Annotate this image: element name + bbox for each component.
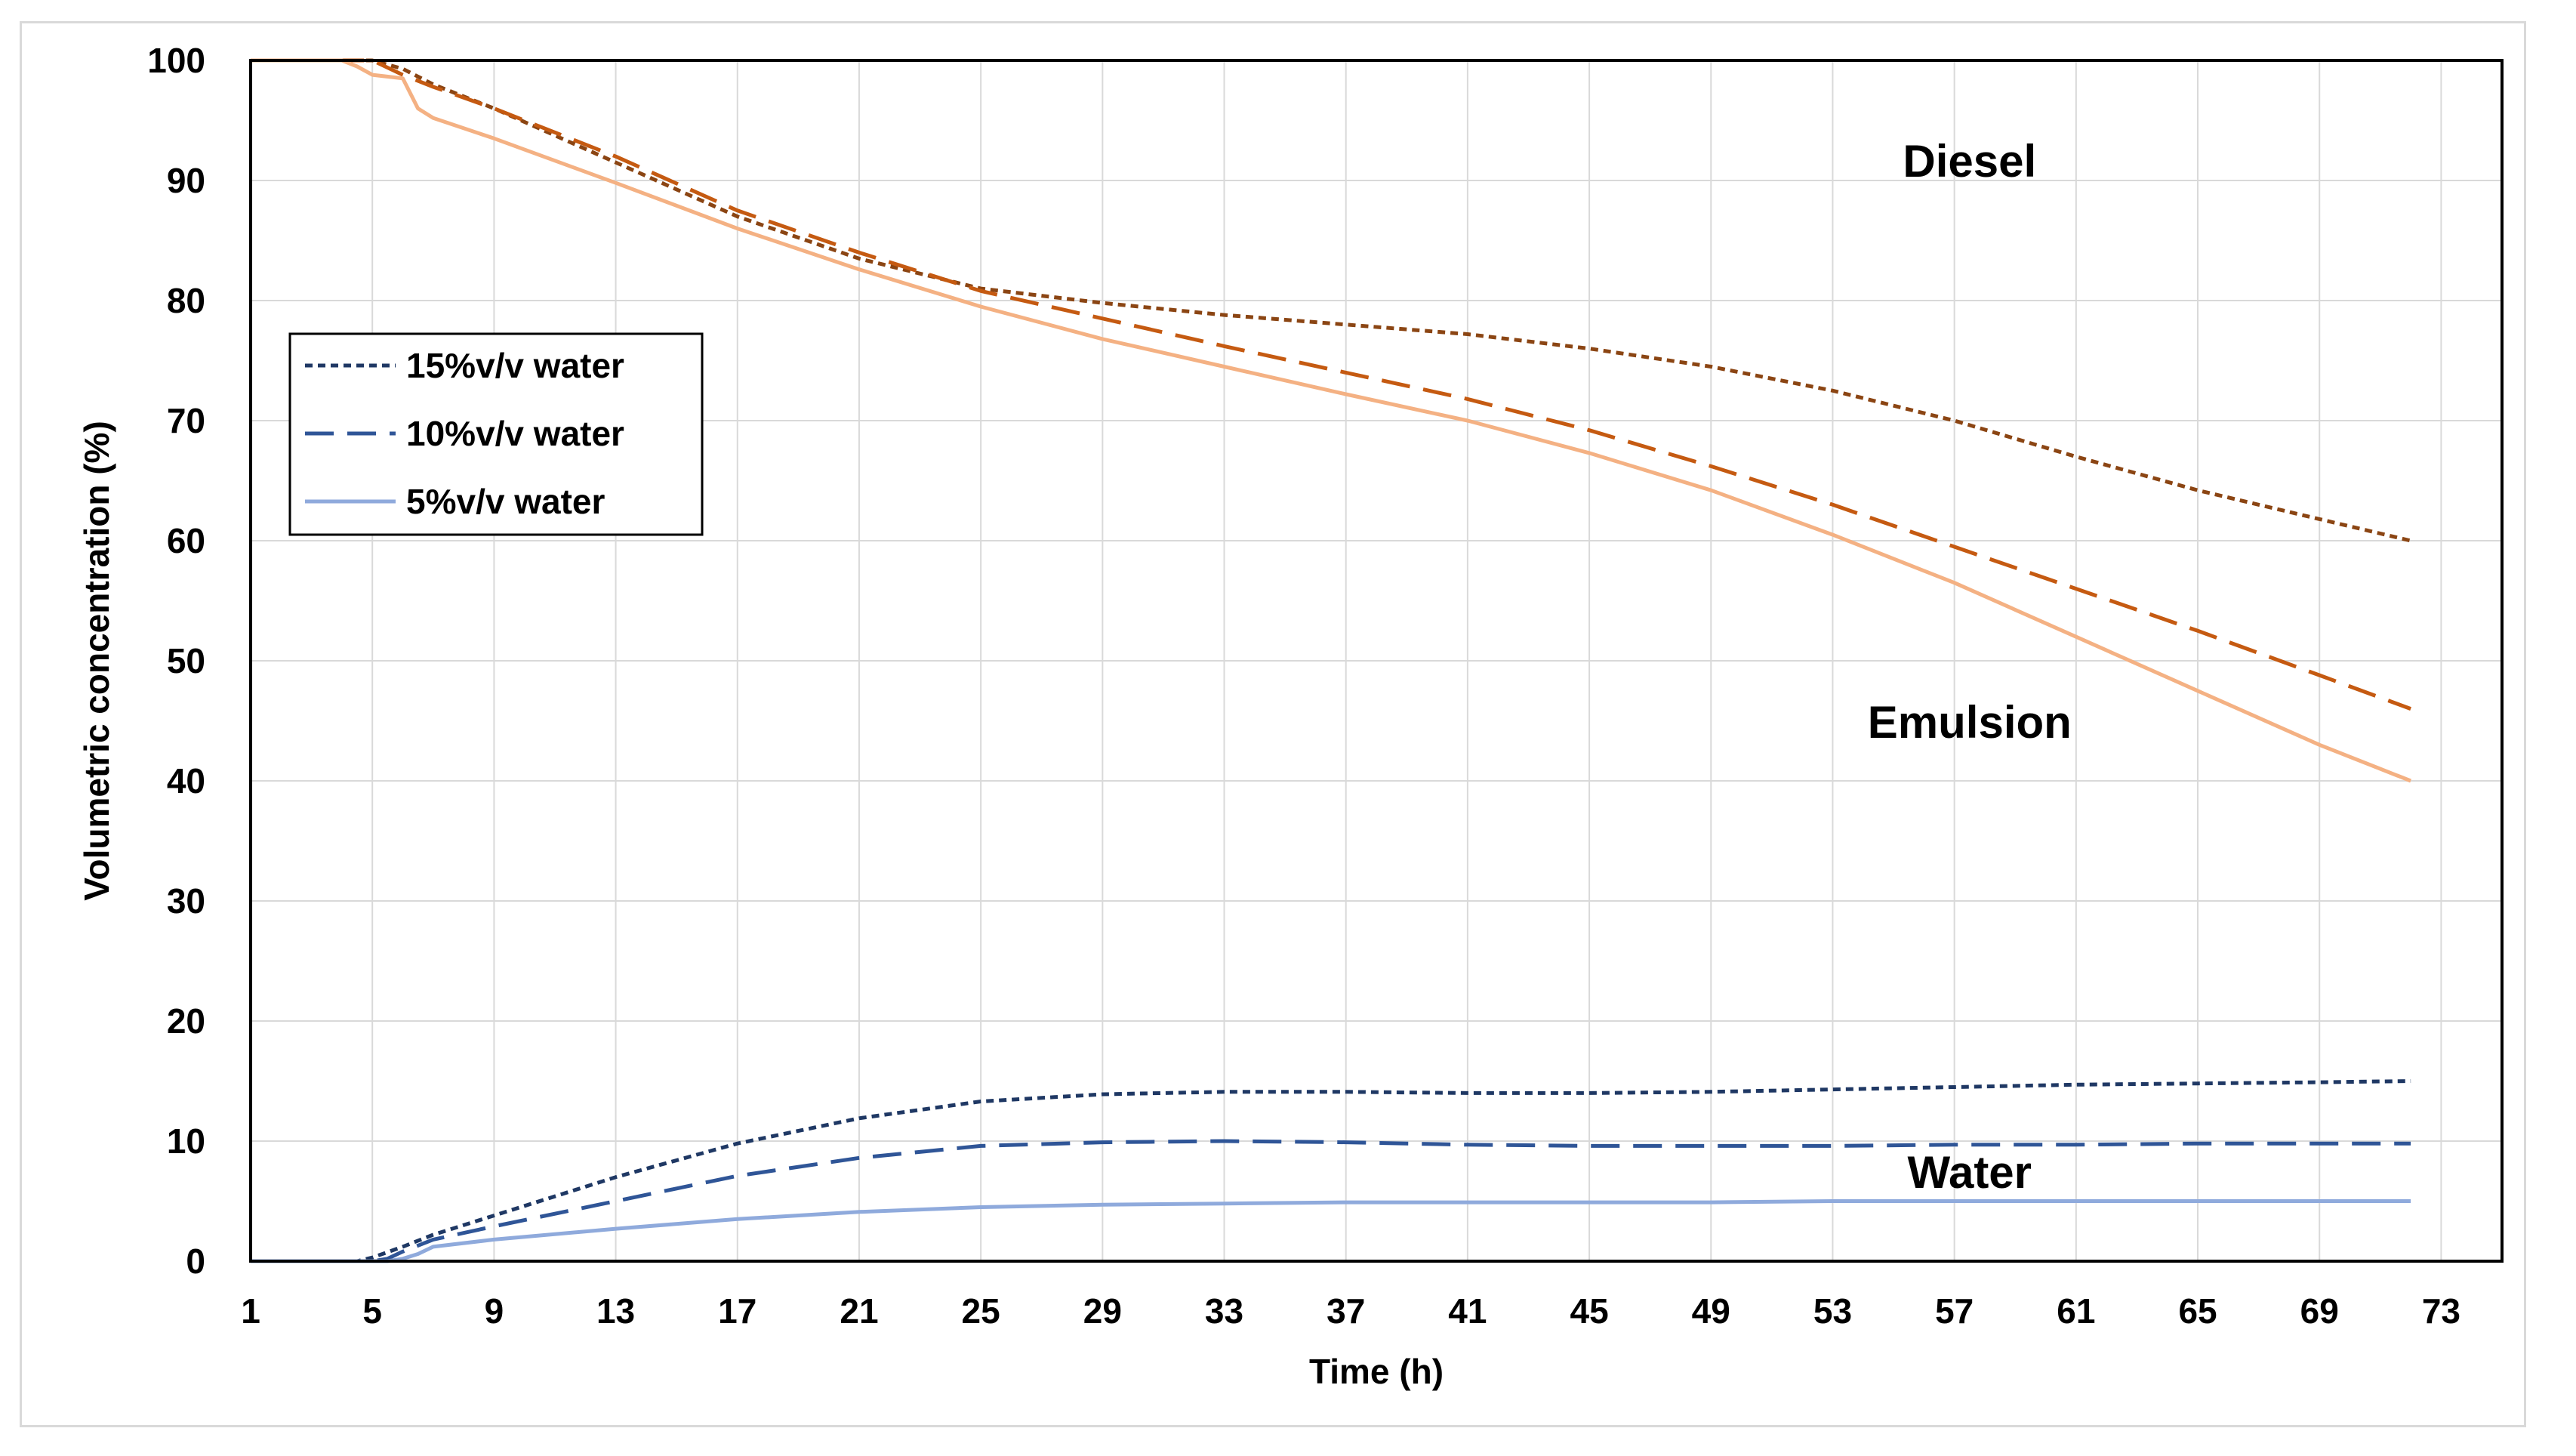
y-tick-label: 50 xyxy=(167,641,205,680)
x-tick-label: 69 xyxy=(2300,1291,2339,1331)
y-tick-label: 80 xyxy=(167,281,205,320)
series-line xyxy=(251,58,2412,783)
x-tick-label: 49 xyxy=(1692,1291,1730,1331)
x-tick-label: 73 xyxy=(2422,1291,2460,1331)
y-tick-label: 10 xyxy=(167,1121,205,1161)
x-tick-label: 57 xyxy=(1935,1291,1974,1331)
x-tick-label: 45 xyxy=(1570,1291,1608,1331)
series-line xyxy=(251,1139,2411,1263)
x-tick-label: 65 xyxy=(2178,1291,2217,1331)
series-line xyxy=(251,58,2411,543)
y-tick-labels: 0 10 20 30 40 50 60 70 80 90 100 xyxy=(147,41,205,1281)
x-tick-label: 9 xyxy=(485,1291,504,1331)
series-line xyxy=(251,58,2411,711)
y-tick-label: 70 xyxy=(167,401,205,440)
x-tick-label: 21 xyxy=(840,1291,878,1331)
plot-area-border xyxy=(249,59,2504,1263)
y-tick-label: 60 xyxy=(167,521,205,560)
x-tick-label: 61 xyxy=(2057,1291,2095,1331)
legend-label-15pct: 15%v/v water xyxy=(406,346,624,385)
legend-label-5pct: 5%v/v water xyxy=(406,482,605,521)
y-tick-label: 20 xyxy=(167,1001,205,1041)
annotation-diesel: Diesel xyxy=(1903,136,2036,187)
y-tick-label: 30 xyxy=(167,881,205,921)
y-tick-label: 40 xyxy=(167,761,205,800)
y-tick-label: 90 xyxy=(167,161,205,200)
x-tick-label: 37 xyxy=(1327,1291,1365,1331)
x-tick-label: 17 xyxy=(718,1291,756,1331)
legend: 15%v/v water 10%v/v water 5%v/v water xyxy=(288,332,704,536)
x-tick-label: 53 xyxy=(1813,1291,1852,1331)
x-tick-labels: 1 5 9 13 17 21 25 29 33 37 41 45 49 53 57 61 65 69 73 xyxy=(241,1291,2460,1331)
x-tick-label: 1 xyxy=(241,1291,260,1331)
series-lines xyxy=(251,58,2412,1263)
x-axis-title: Time (h) xyxy=(1309,1352,1444,1391)
x-tick-label: 29 xyxy=(1083,1291,1122,1331)
x-tick-label: 13 xyxy=(596,1291,635,1331)
x-tick-label: 41 xyxy=(1448,1291,1487,1331)
chart-frame xyxy=(20,21,2526,1427)
annotation-emulsion: Emulsion xyxy=(1868,697,2072,748)
series-line xyxy=(251,1199,2411,1263)
x-tick-label: 5 xyxy=(362,1291,382,1331)
legend-label-10pct: 10%v/v water xyxy=(406,414,624,453)
annotation-water: Water xyxy=(1908,1147,2032,1198)
gridlines xyxy=(250,60,2503,1262)
x-tick-label: 25 xyxy=(962,1291,1000,1331)
y-tick-label: 0 xyxy=(186,1242,205,1281)
x-tick-label: 33 xyxy=(1205,1291,1243,1331)
series-line xyxy=(251,1079,2411,1263)
y-tick-label: 100 xyxy=(147,41,205,80)
y-axis-title: Volumetric concentration (%) xyxy=(77,421,116,901)
